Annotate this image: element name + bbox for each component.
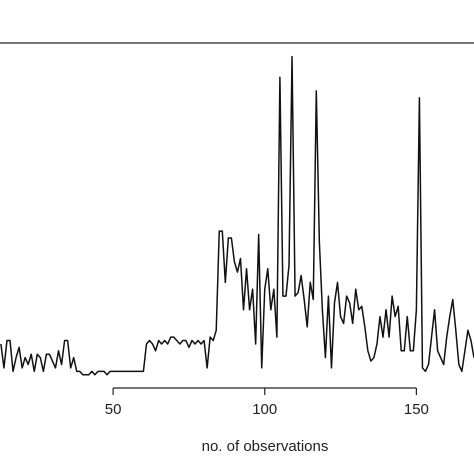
x-tick-label: 100: [252, 401, 277, 418]
x-tick-label: 150: [404, 401, 429, 418]
x-tick-label: 50: [105, 401, 122, 418]
x-axis-label: no. of observations: [202, 438, 329, 455]
data-line: [0, 55, 474, 376]
